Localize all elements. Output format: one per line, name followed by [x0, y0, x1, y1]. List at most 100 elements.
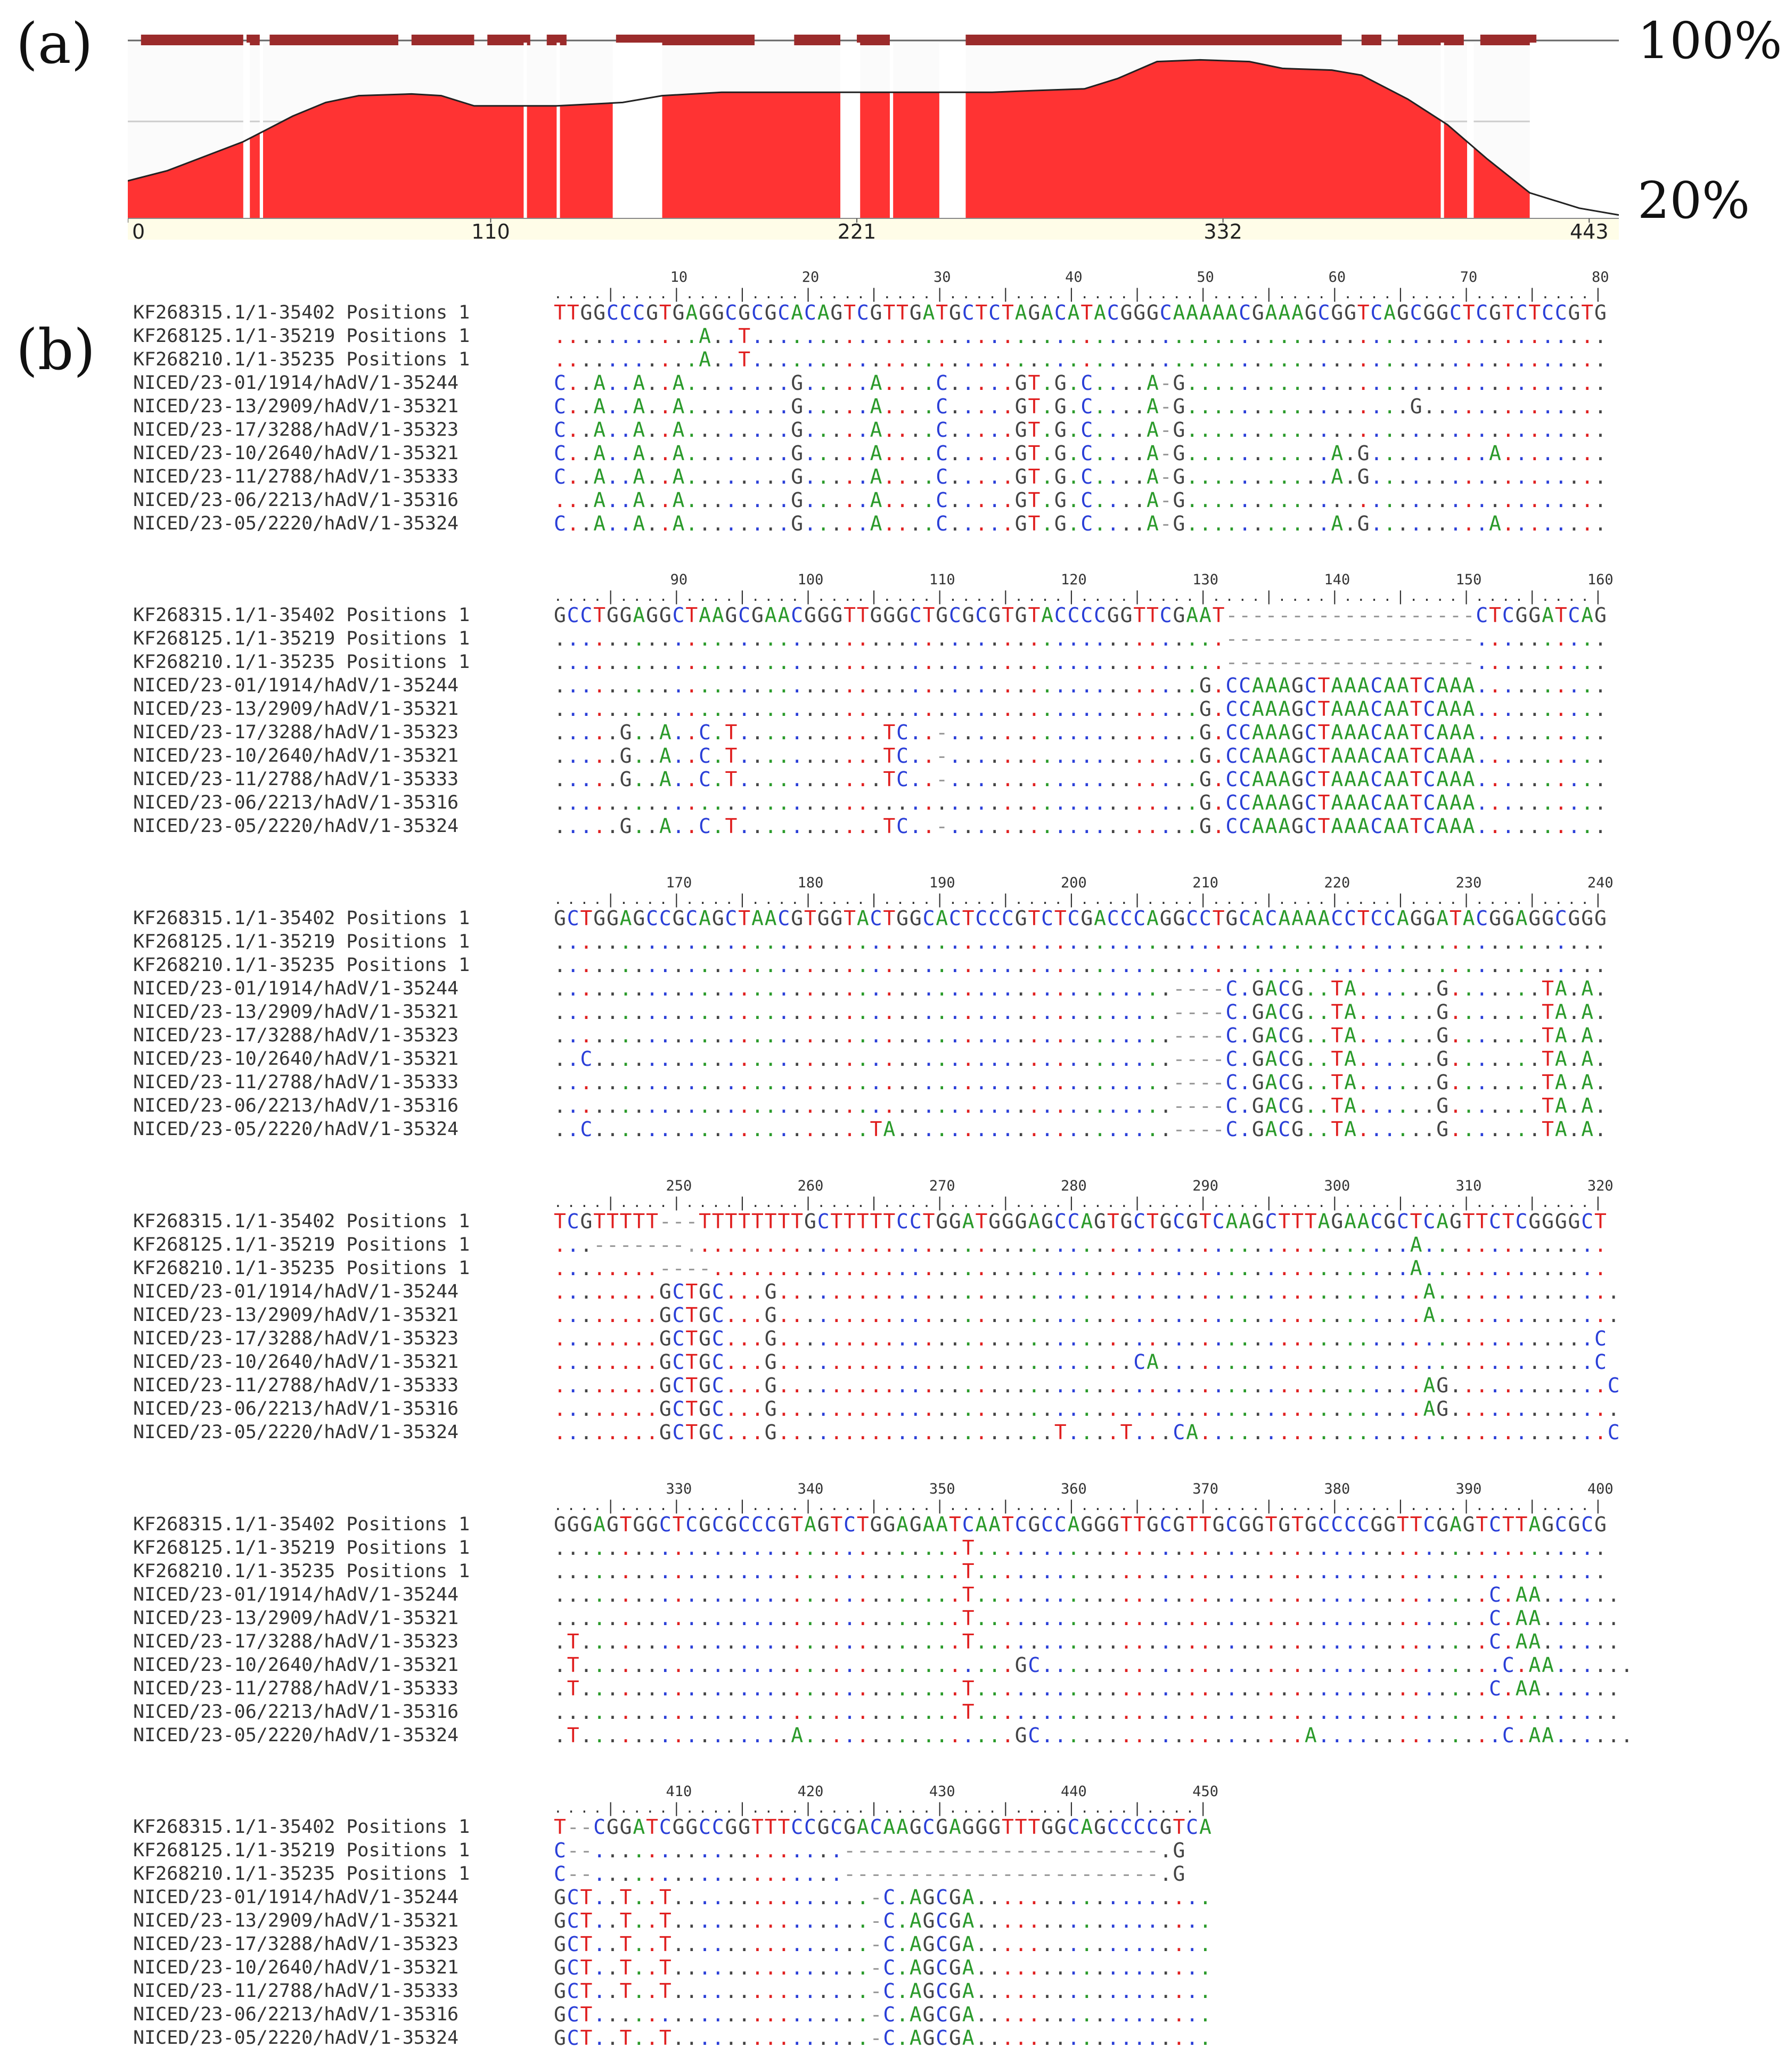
sequence-name: KF268315.1/1-35402 Positions 1	[133, 1514, 470, 1535]
sequence-row: GCT..T..T...............-C.AGCGA........…	[554, 2026, 1213, 2050]
ruler-tick-label: 130	[1192, 572, 1219, 588]
sequence-row: C..A..A..A........G.....A....C.....GT.G.…	[554, 395, 1608, 418]
axis-ticks: 0 110 221 332 443	[128, 218, 1609, 240]
gap-stripe	[889, 43, 894, 218]
conservation-max-label: 100%	[1637, 12, 1782, 70]
sequence-name: NICED/23-10/2640/hAdV/1-35321	[133, 1654, 459, 1676]
sequence-name: NICED/23-11/2788/hAdV/1-35333	[133, 1980, 459, 2002]
axis-tick-label: 221	[838, 220, 877, 240]
sequence-row: ........................................…	[554, 1094, 1608, 1117]
sequence-name: KF268210.1/1-35235 Positions 1	[133, 651, 470, 673]
sequence-row: ...........A..T.........................…	[554, 324, 1608, 348]
consensus-bar	[487, 35, 530, 45]
sequence-name: NICED/23-01/1914/hAdV/1-35244	[133, 1887, 459, 1908]
sequence-row: C..A..A..A........G.....A....C.....GT.G.…	[554, 512, 1608, 535]
sequence-row: ...............................T........…	[554, 1536, 1608, 1560]
sequence-name: NICED/23-13/2909/hAdV/1-35321	[133, 698, 459, 720]
sequence-name: NICED/23-05/2220/hAdV/1-35324	[133, 1725, 459, 1746]
sequence-name: NICED/23-17/3288/hAdV/1-35323	[133, 722, 459, 743]
ruler-tick-label: 80	[1591, 269, 1609, 285]
gap-stripe	[612, 43, 662, 218]
sequence-name: NICED/23-13/2909/hAdV/1-35321	[133, 1910, 459, 1931]
sequence-row: ........................................…	[554, 697, 1608, 721]
ruler-tick-label: 310	[1455, 1178, 1482, 1194]
sequence-name: KF268125.1/1-35219 Positions 1	[133, 1234, 470, 1255]
ruler-tick-label: 150	[1455, 572, 1482, 588]
ruler-tick-label: 390	[1455, 1481, 1482, 1497]
ruler-tick-label: 90	[670, 572, 688, 588]
sequence-row: ........................................…	[554, 1071, 1608, 1094]
sequence-row: ..C.....................TA..............…	[554, 1117, 1608, 1141]
ruler-tick-label: 270	[929, 1178, 955, 1194]
conservation-line	[128, 59, 1619, 216]
sequence-name: NICED/23-11/2788/hAdV/1-35333	[133, 466, 459, 487]
sequence-row: ........----............................…	[554, 1257, 1608, 1280]
consensus-bar	[965, 35, 1342, 45]
sequence-name: NICED/23-06/2213/hAdV/1-35316	[133, 1701, 459, 1723]
sequence-row: GCT..T..T...............-C.AGCGA........…	[554, 1956, 1213, 1979]
sequence-name: KF268125.1/1-35219 Positions 1	[133, 628, 470, 649]
sequence-name: NICED/23-11/2788/hAdV/1-35333	[133, 769, 459, 790]
sequence-row: ...-------..............................…	[554, 1233, 1608, 1257]
sequence-row: ........................................…	[554, 930, 1608, 953]
sequence-name: KF268125.1/1-35219 Positions 1	[133, 931, 470, 952]
ruler-tick-label: 180	[797, 875, 824, 891]
sequence-name: NICED/23-06/2213/hAdV/1-35316	[133, 490, 459, 511]
sequence-row: ........GCTGC...G.......................…	[554, 1280, 1621, 1303]
sequence-row: C..A..A..A........G.....A....C.....GT.G.…	[554, 418, 1608, 442]
sequence-row: .T.............................T........…	[554, 1677, 1621, 1700]
sequence-row: ...............................T........…	[554, 1700, 1621, 1724]
ruler-tick-label: 200	[1061, 875, 1087, 891]
ruler-tick-label: 60	[1328, 269, 1346, 285]
sequence-name: NICED/23-05/2220/hAdV/1-35324	[133, 1422, 459, 1443]
sequence-name: KF268125.1/1-35219 Positions 1	[133, 1840, 470, 1861]
sequence-row: C..A..A..A........G.....A....C.....GT.G.…	[554, 442, 1608, 465]
sequence-name: KF268315.1/1-35402 Positions 1	[133, 908, 470, 929]
sequence-row: ........................................…	[554, 627, 1608, 650]
sequence-row: GCT..T..T...............-C.AGCGA........…	[554, 1932, 1213, 1956]
sequence-row: ........................................…	[554, 953, 1608, 977]
ruler-ticks: ....|....|....|....|....|....|....|....|…	[554, 892, 1607, 908]
sequence-row: C--...................------------------…	[554, 1839, 1186, 1862]
sequence-row: .....G..A..C.T...........TC..-..........…	[554, 814, 1608, 838]
ruler-tick-label: 190	[929, 875, 955, 891]
sequence-name: NICED/23-01/1914/hAdV/1-35244	[133, 372, 459, 394]
sequence-row: GCT..T..T...............-C.AGCGA........…	[554, 1909, 1213, 1932]
sequence-name: NICED/23-11/2788/hAdV/1-35333	[133, 1072, 459, 1093]
ruler-tick-label: 400	[1587, 1481, 1614, 1497]
ruler-ticks: ....|....|....|....|....|....|....|....|…	[554, 286, 1607, 302]
ruler-ticks: ....|....|....|....|....|....|....|....|…	[554, 1498, 1607, 1514]
sequence-name: NICED/23-13/2909/hAdV/1-35321	[133, 1304, 459, 1326]
sequence-row: .....G..A..C.T...........TC..-..........…	[554, 744, 1608, 768]
sequence-name: NICED/23-01/1914/hAdV/1-35244	[133, 1584, 459, 1605]
sequence-row: ...............................T........…	[554, 1583, 1621, 1606]
ruler-tick-label: 360	[1061, 1481, 1087, 1497]
sequence-row: .T.............................T........…	[554, 1630, 1621, 1653]
ruler-tick-label: 110	[929, 572, 955, 588]
sequence-name: NICED/23-17/3288/hAdV/1-35323	[133, 1934, 459, 1955]
ruler-tick-label: 160	[1587, 572, 1614, 588]
ruler-tick-label: 70	[1460, 269, 1478, 285]
sequence-name: NICED/23-05/2220/hAdV/1-35324	[133, 2027, 459, 2049]
sequence-name: KF268210.1/1-35235 Positions 1	[133, 955, 470, 976]
sequence-name: NICED/23-11/2788/hAdV/1-35333	[133, 1678, 459, 1699]
sequence-row: ........................................…	[554, 650, 1608, 674]
sequence-row: ...............................T........…	[554, 1606, 1621, 1630]
ruler-tick-label: 20	[801, 269, 820, 285]
sequence-row: T--CGGATCGGCCGGTTTCCGCGACAAGCGAGGGTTTGGC…	[554, 1815, 1213, 1839]
ruler-tick-label: 120	[1061, 572, 1087, 588]
sequence-row: GCT..T..T...............-C.AGCGA........…	[554, 1979, 1213, 2003]
axis-tick-label: 0	[132, 220, 145, 240]
ruler-tick-label: 40	[1065, 269, 1083, 285]
sequence-name: KF268210.1/1-35235 Positions 1	[133, 1863, 470, 1885]
sequence-row: GGGAGTGGCTCGCGCCCGTAGTCTGGAGAATCAATCGCCA…	[554, 1513, 1608, 1536]
sequence-row: C..A..A..A........G.....A....C.....GT.G.…	[554, 465, 1608, 488]
ruler-tick-label: 330	[666, 1481, 692, 1497]
ruler-tick-label: 240	[1587, 875, 1614, 891]
ruler-tick-label: 410	[666, 1783, 692, 1800]
sequence-name: NICED/23-10/2640/hAdV/1-35321	[133, 1351, 459, 1373]
sequence-name: KF268315.1/1-35402 Positions 1	[133, 302, 470, 323]
ruler-tick-label: 430	[929, 1783, 955, 1800]
gap-stripe	[1467, 43, 1474, 218]
